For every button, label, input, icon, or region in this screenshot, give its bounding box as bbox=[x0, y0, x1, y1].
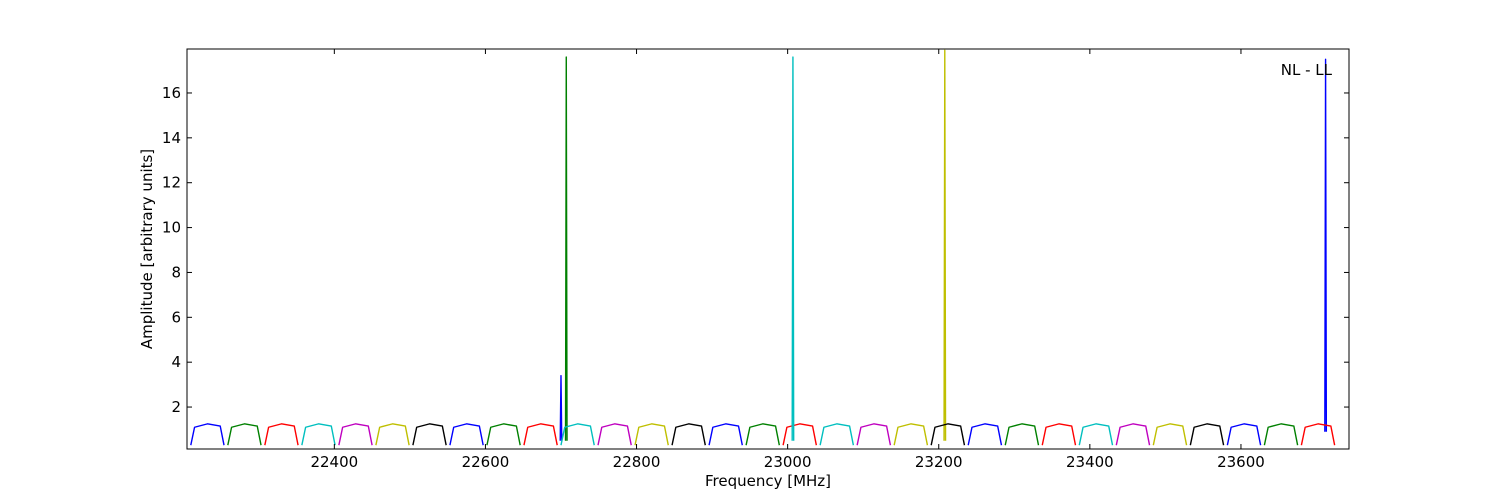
y-axis-label: Amplitude [arbitrary units] bbox=[138, 149, 156, 349]
y-tick-label: 12 bbox=[162, 174, 181, 192]
y-tick-label: 8 bbox=[171, 263, 181, 281]
y-tick-label: 16 bbox=[162, 84, 181, 102]
x-axis-label: Frequency [MHz] bbox=[705, 472, 831, 490]
series-line bbox=[375, 49, 1188, 446]
series-line bbox=[338, 423, 1151, 446]
plot-area bbox=[190, 49, 1336, 446]
series-line bbox=[190, 58, 1328, 446]
x-tick-label: 22600 bbox=[462, 453, 510, 471]
x-tick-label: 22400 bbox=[310, 453, 358, 471]
series-line bbox=[412, 423, 1225, 446]
series-line bbox=[301, 56, 1114, 446]
plot-frame bbox=[186, 48, 1350, 450]
x-tick-label: 23400 bbox=[1066, 453, 1114, 471]
series-line bbox=[227, 56, 1299, 446]
x-tick-label: 23000 bbox=[764, 453, 812, 471]
x-tick-label: 23600 bbox=[1217, 453, 1265, 471]
x-tick-label: 23200 bbox=[915, 453, 963, 471]
y-tick-label: 10 bbox=[162, 219, 181, 237]
y-tick-label: 6 bbox=[171, 308, 181, 326]
series-line bbox=[264, 423, 1336, 446]
y-tick-label: 14 bbox=[162, 129, 181, 147]
x-tick-label: 22800 bbox=[613, 453, 661, 471]
y-tick-label: 2 bbox=[171, 398, 181, 416]
y-tick-label: 4 bbox=[171, 353, 181, 371]
annotation: NL - LL bbox=[1281, 61, 1333, 79]
